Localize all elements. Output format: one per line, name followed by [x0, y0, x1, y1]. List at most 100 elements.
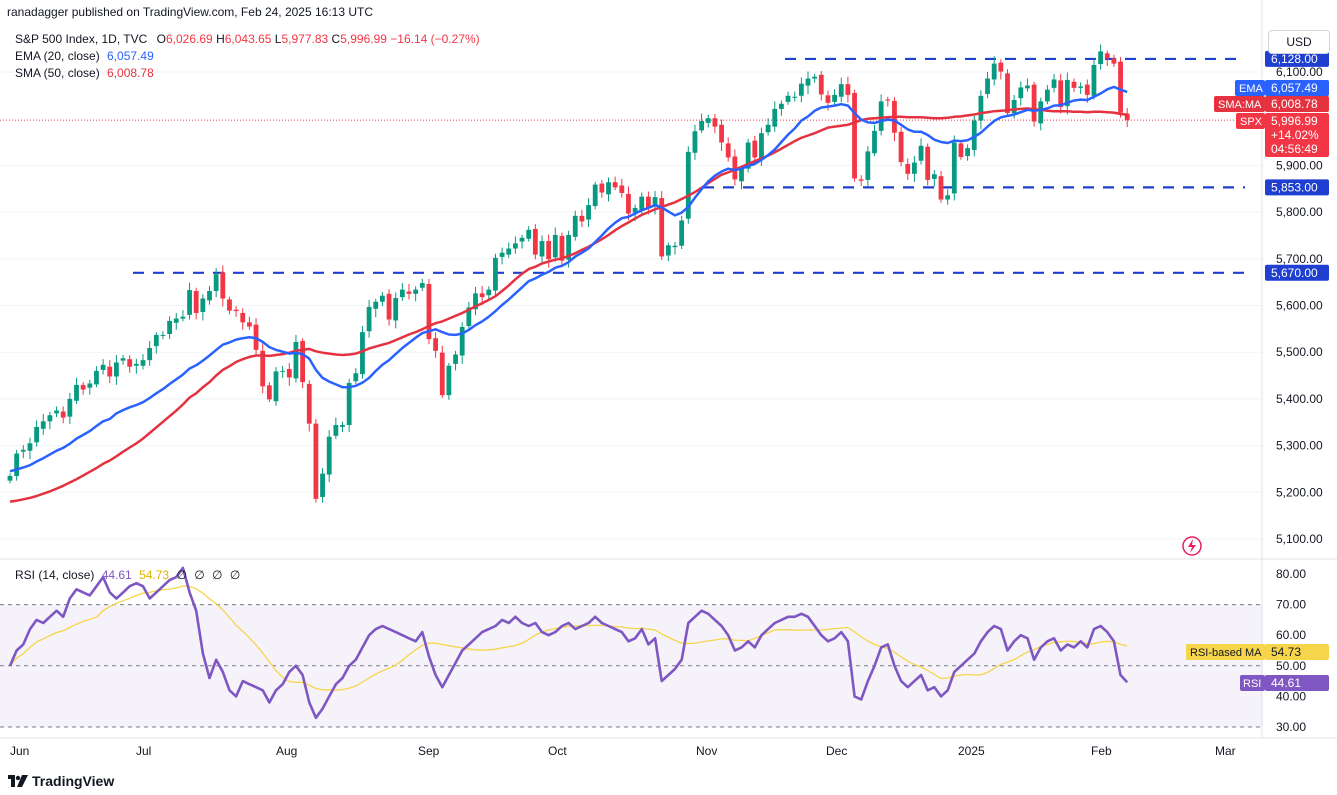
candle-body	[160, 334, 166, 336]
ema-20-line	[9, 85, 1128, 473]
candle-body	[639, 196, 645, 210]
candle-body	[646, 196, 651, 209]
spx-countdown: 04:56:49	[1271, 142, 1318, 156]
candle-body	[286, 369, 292, 378]
candle-body	[858, 179, 864, 181]
candle-body	[1005, 73, 1010, 114]
rsi-tag-value: 44.61	[1271, 676, 1301, 690]
candle-body	[459, 326, 465, 356]
candle-body	[20, 449, 26, 452]
candle-body	[805, 78, 811, 86]
ema-value: 6,057.49	[107, 49, 154, 63]
level-label-bg	[1265, 264, 1329, 281]
candle-body	[539, 241, 545, 257]
price-tick-label: 5,500.00	[1276, 345, 1323, 359]
candle-body	[320, 473, 325, 497]
candle-body	[672, 245, 678, 248]
level-label: 5,670.00	[1271, 266, 1318, 280]
rsi-ma-tag-value: 54.73	[1271, 645, 1301, 659]
candle-body	[413, 289, 419, 294]
candle-body	[546, 241, 552, 260]
candle-body	[120, 358, 126, 361]
candle-body	[74, 384, 79, 401]
candle-body	[872, 130, 877, 154]
candle-body	[579, 215, 585, 222]
candle-body	[293, 341, 299, 379]
rsi-legend[interactable]: RSI (14, close) 44.61 54.73 ∅ ∅ ∅ ∅	[15, 568, 241, 582]
candle-body	[419, 283, 425, 288]
level-label-bg	[1265, 179, 1329, 196]
candle-body	[386, 293, 392, 320]
candle-body	[985, 78, 990, 94]
candle-body	[699, 121, 704, 131]
candle-body	[692, 131, 698, 153]
candle-body	[779, 103, 784, 109]
candle-body	[845, 84, 851, 95]
candle-body	[958, 143, 964, 157]
candle-body	[54, 410, 59, 414]
candle-body	[280, 370, 286, 372]
spx-change: +14.02%	[1271, 128, 1319, 142]
candle-body	[493, 257, 498, 291]
sma-legend[interactable]: SMA (50, close) 6,008.78	[15, 66, 154, 80]
candle-body	[67, 398, 73, 417]
candle-body	[938, 176, 944, 200]
candle-body	[785, 95, 791, 102]
close-value: 5,996.99	[340, 32, 387, 46]
candle-body	[207, 291, 212, 301]
candle-body	[147, 347, 153, 361]
candle-body	[1104, 53, 1110, 59]
candle-body	[745, 142, 751, 169]
price-tag-value: 6,057.49	[1271, 81, 1318, 95]
candle-body	[34, 426, 39, 443]
flash-icon[interactable]	[1182, 536, 1202, 556]
candle-body	[499, 252, 505, 257]
price-tick-label: 6,100.00	[1276, 65, 1323, 79]
candle-body	[406, 291, 412, 294]
candle-body	[965, 148, 970, 157]
candle-body	[346, 383, 352, 426]
candle-body	[300, 340, 305, 383]
time-tick-label: 2025	[958, 744, 985, 758]
price-axis[interactable]: 5,100.00 5,200.00 5,300.00 5,400.00 5,500.00…	[1186, 50, 1329, 734]
rsi-tick-label: 80.00	[1276, 567, 1306, 581]
candle-body	[453, 354, 458, 364]
symbol-name: S&P 500 Index, 1D, TVC	[15, 32, 148, 46]
price-tag-value: 6,008.78	[1271, 97, 1318, 111]
candle-body	[380, 295, 385, 302]
symbol-legend[interactable]: S&P 500 Index, 1D, TVC O6,026.69 H6,043.…	[15, 32, 480, 46]
low-value: 5,977.83	[281, 32, 329, 46]
level-label: 5,853.00	[1271, 180, 1318, 194]
candle-body	[100, 364, 106, 370]
candle-body	[399, 289, 405, 298]
candle-body	[60, 411, 66, 418]
candle-body	[80, 384, 86, 390]
sma-50-line	[9, 107, 1128, 503]
price-tick-label: 5,900.00	[1276, 158, 1323, 172]
ema-legend[interactable]: EMA (20, close) 6,057.49	[15, 49, 154, 63]
price-tick-label: 5,100.00	[1276, 532, 1323, 546]
candle-body	[1031, 84, 1037, 122]
rsi-ma-value-bg	[1265, 644, 1329, 660]
candle-body	[931, 174, 937, 179]
candle-body	[107, 366, 113, 377]
candle-body	[918, 145, 924, 161]
spx-tag-bg	[1236, 113, 1265, 129]
tradingview-logo[interactable]: TradingView	[8, 773, 114, 789]
candle-body	[792, 96, 798, 98]
time-tick-label: Jun	[10, 744, 29, 758]
candle-body	[340, 425, 345, 427]
candle-body	[739, 168, 744, 182]
currency-button[interactable]: USD	[1268, 30, 1330, 54]
time-axis[interactable]: Jun Jul Aug Sep Oct Nov Dec 2025 Feb Mar	[10, 744, 1236, 758]
candle-body	[971, 120, 977, 150]
candle-body	[1098, 51, 1103, 65]
candle-body	[659, 198, 665, 257]
candle-body	[852, 93, 857, 179]
candle-body	[1111, 58, 1117, 64]
spx-tag-name: SPX	[1240, 116, 1263, 128]
candle-body	[180, 316, 186, 319]
candle-body	[732, 156, 738, 180]
high-value: 6,043.65	[224, 32, 272, 46]
